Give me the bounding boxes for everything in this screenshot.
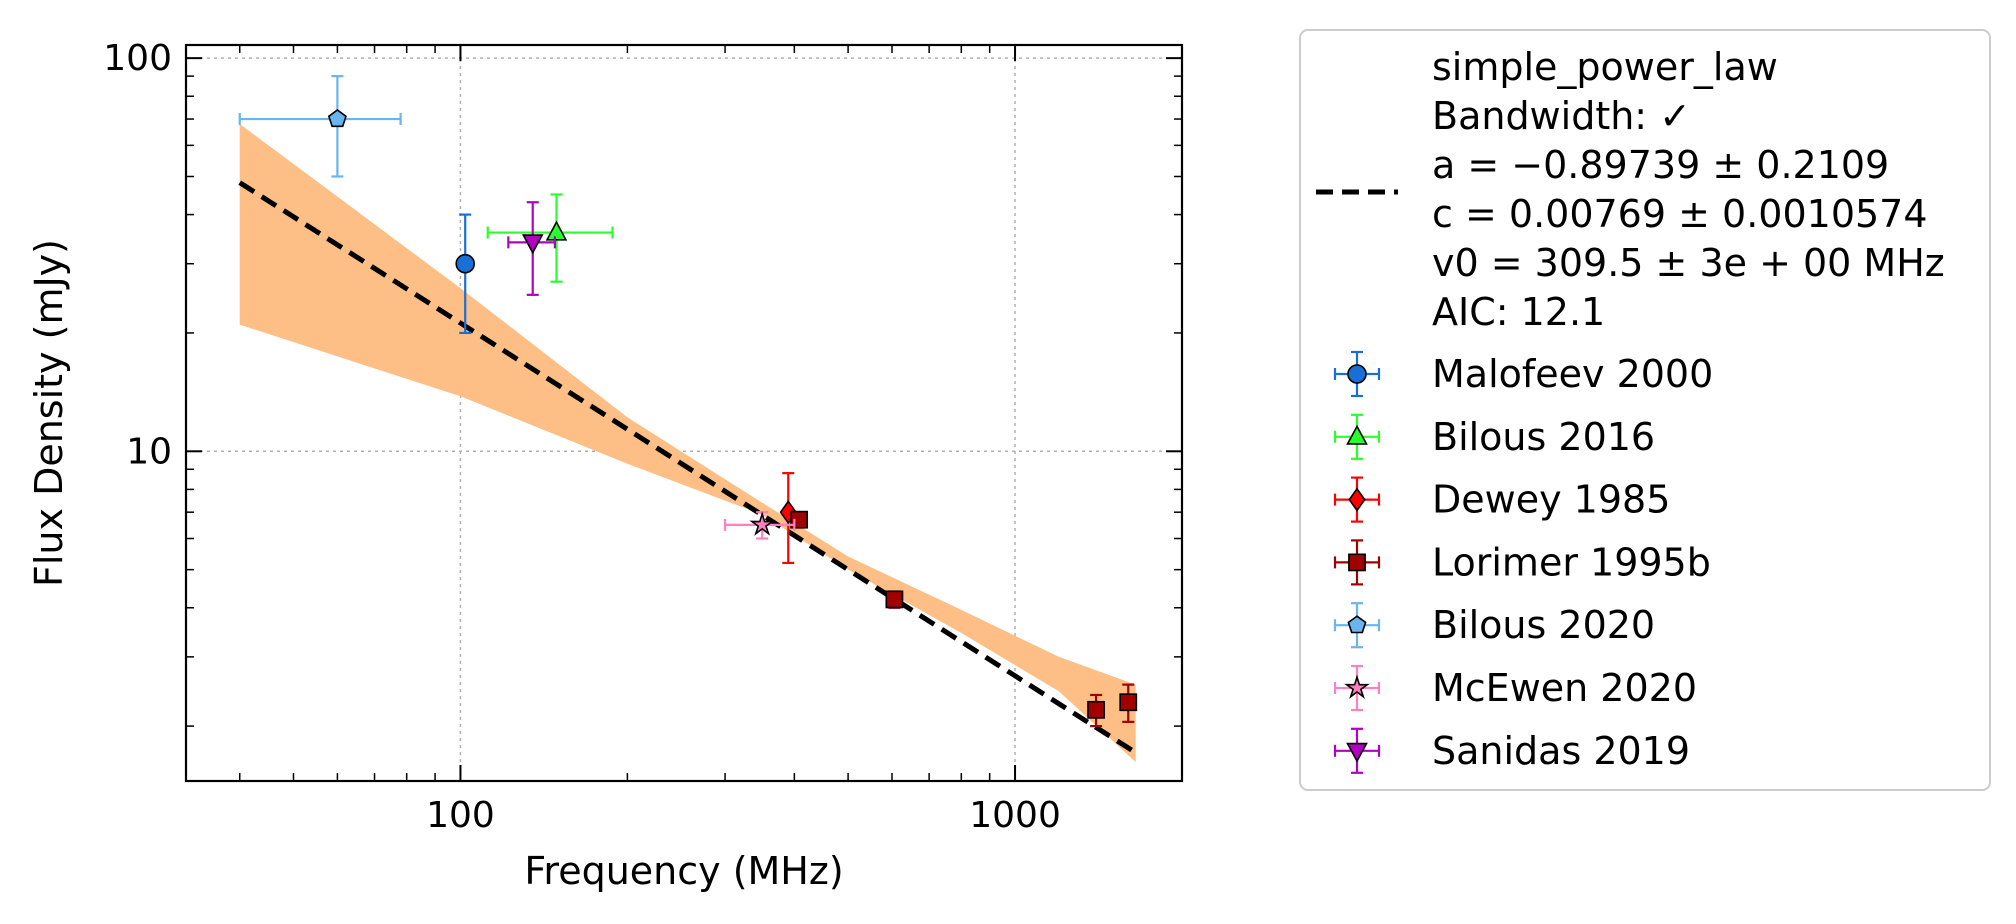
legend-entry-lorimer-1995b: Lorimer 1995b <box>1333 539 1711 586</box>
legend-entry-bilous-2020: Bilous 2020 <box>1333 602 1655 649</box>
y-tick-label: 100 <box>103 38 172 79</box>
legend-label: Lorimer 1995b <box>1432 540 1711 584</box>
data-point <box>1119 693 1138 712</box>
legend-label: Sanidas 2019 <box>1432 729 1690 773</box>
legend-label: McEwen 2020 <box>1432 666 1697 710</box>
legend-marker <box>1348 487 1366 512</box>
legend-label: Malofeev 2000 <box>1432 352 1713 396</box>
y-tick-label: 10 <box>126 431 172 472</box>
fit-line <box>238 180 1138 755</box>
axis-ticks <box>186 45 1182 781</box>
legend-fit-line-3: c = 0.00769 ± 0.0010574 <box>1432 192 1928 236</box>
legend-label: Dewey 1985 <box>1432 478 1670 522</box>
legend-fit-line-5: AIC: 12.1 <box>1432 290 1605 334</box>
data-point <box>455 253 476 274</box>
series-bilous-2016 <box>486 193 614 283</box>
data-point <box>521 234 544 255</box>
legend-entries: Malofeev 2000 Bilous 2016 Dewey 1985 Lorime… <box>1333 350 1713 774</box>
series-malofeev-2000 <box>455 213 476 335</box>
legend-entry-mcewen-2020: McEwen 2020 <box>1333 664 1697 712</box>
data-points <box>238 75 1138 728</box>
x-axis-label: Frequency (MHz) <box>524 849 843 893</box>
x-tick-label: 100 <box>426 795 495 836</box>
legend-marker <box>1347 615 1367 634</box>
legend-entry-dewey-1985: Dewey 1985 <box>1333 476 1670 523</box>
y-axis-label: Flux Density (mJy) <box>27 239 71 587</box>
axis-tick-labels: 100 1000 10 100 <box>103 38 1061 836</box>
grid-lines <box>186 45 1182 781</box>
data-point <box>327 109 347 128</box>
legend-frame <box>1299 29 1991 791</box>
series-mcewen-2020 <box>723 511 796 540</box>
legend-entry-sanidas-2019: Sanidas 2019 <box>1333 727 1690 774</box>
plot-frame <box>184 43 1184 783</box>
data-point <box>749 511 776 536</box>
series-bilous-2020 <box>238 75 402 178</box>
legend-label: Bilous 2020 <box>1432 603 1655 647</box>
legend-label: Bilous 2016 <box>1432 415 1655 459</box>
legend-marker <box>1346 742 1368 763</box>
legend-fit-text: simple_power_law Bandwidth: ✓ a = −0.89739… <box>1432 45 1945 334</box>
legend-fit-line-2: a = −0.89739 ± 0.2109 <box>1432 143 1889 187</box>
fit-line-layer <box>238 180 1138 755</box>
x-tick-label: 1000 <box>969 795 1061 836</box>
data-point <box>1087 700 1105 719</box>
legend-marker <box>1344 674 1370 699</box>
legend-fit-line-1: Bandwidth: ✓ <box>1432 94 1691 138</box>
uncertainty-band <box>239 124 1136 763</box>
legend-fit-line-0: simple_power_law <box>1432 45 1778 89</box>
data-point <box>545 220 568 241</box>
legend-fit-line-4: v0 = 309.5 ± 3e + 00 MHz <box>1432 241 1945 285</box>
legend: simple_power_law Bandwidth: ✓ a = −0.89739… <box>1299 29 1991 791</box>
legend-marker <box>1346 424 1368 445</box>
legend-entry-malofeev-2000: Malofeev 2000 <box>1333 350 1713 398</box>
series-sanidas-2019 <box>507 201 556 296</box>
fit-uncertainty-band <box>239 124 1136 763</box>
data-point <box>885 590 904 609</box>
legend-marker <box>1347 364 1367 384</box>
legend-marker <box>1348 553 1366 572</box>
legend-entry-bilous-2016: Bilous 2016 <box>1333 413 1655 460</box>
